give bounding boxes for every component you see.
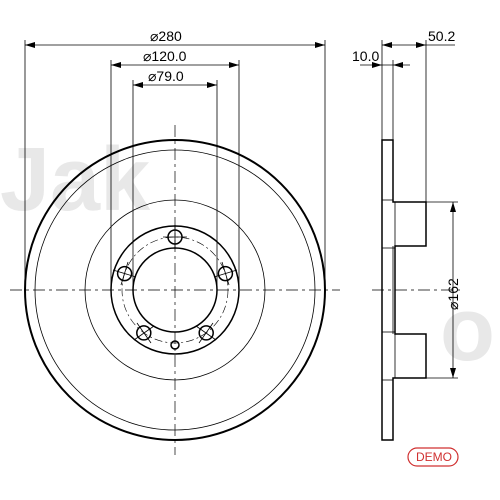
watermark: Jak o <box>0 130 495 380</box>
label-d162: ⌀162 <box>445 278 461 310</box>
dim-d280: ⌀280 <box>25 28 325 48</box>
label-d79: ⌀79.0 <box>148 68 184 84</box>
dim-offset: 50.2 <box>382 28 455 48</box>
demo-stamp: DEMO <box>408 448 458 466</box>
dim-d79: ⌀79.0 <box>133 68 217 88</box>
front-view: ⌀280 ⌀120.0 ⌀79.0 <box>10 28 340 455</box>
watermark-left: Jak <box>0 130 151 230</box>
label-d280: ⌀280 <box>150 28 182 44</box>
dim-thickness: 10.0 <box>352 48 410 68</box>
label-d120: ⌀120.0 <box>143 48 187 64</box>
label-t10: 10.0 <box>352 48 379 64</box>
side-view: 10.0 50.2 ⌀162 <box>352 28 464 440</box>
technical-drawing: Jak o <box>0 0 500 500</box>
demo-stamp-text: DEMO <box>416 450 452 464</box>
label-off50: 50.2 <box>428 28 455 44</box>
dim-d120: ⌀120.0 <box>111 48 239 68</box>
